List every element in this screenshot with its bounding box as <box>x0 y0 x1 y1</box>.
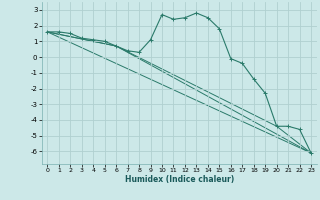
X-axis label: Humidex (Indice chaleur): Humidex (Indice chaleur) <box>124 175 234 184</box>
